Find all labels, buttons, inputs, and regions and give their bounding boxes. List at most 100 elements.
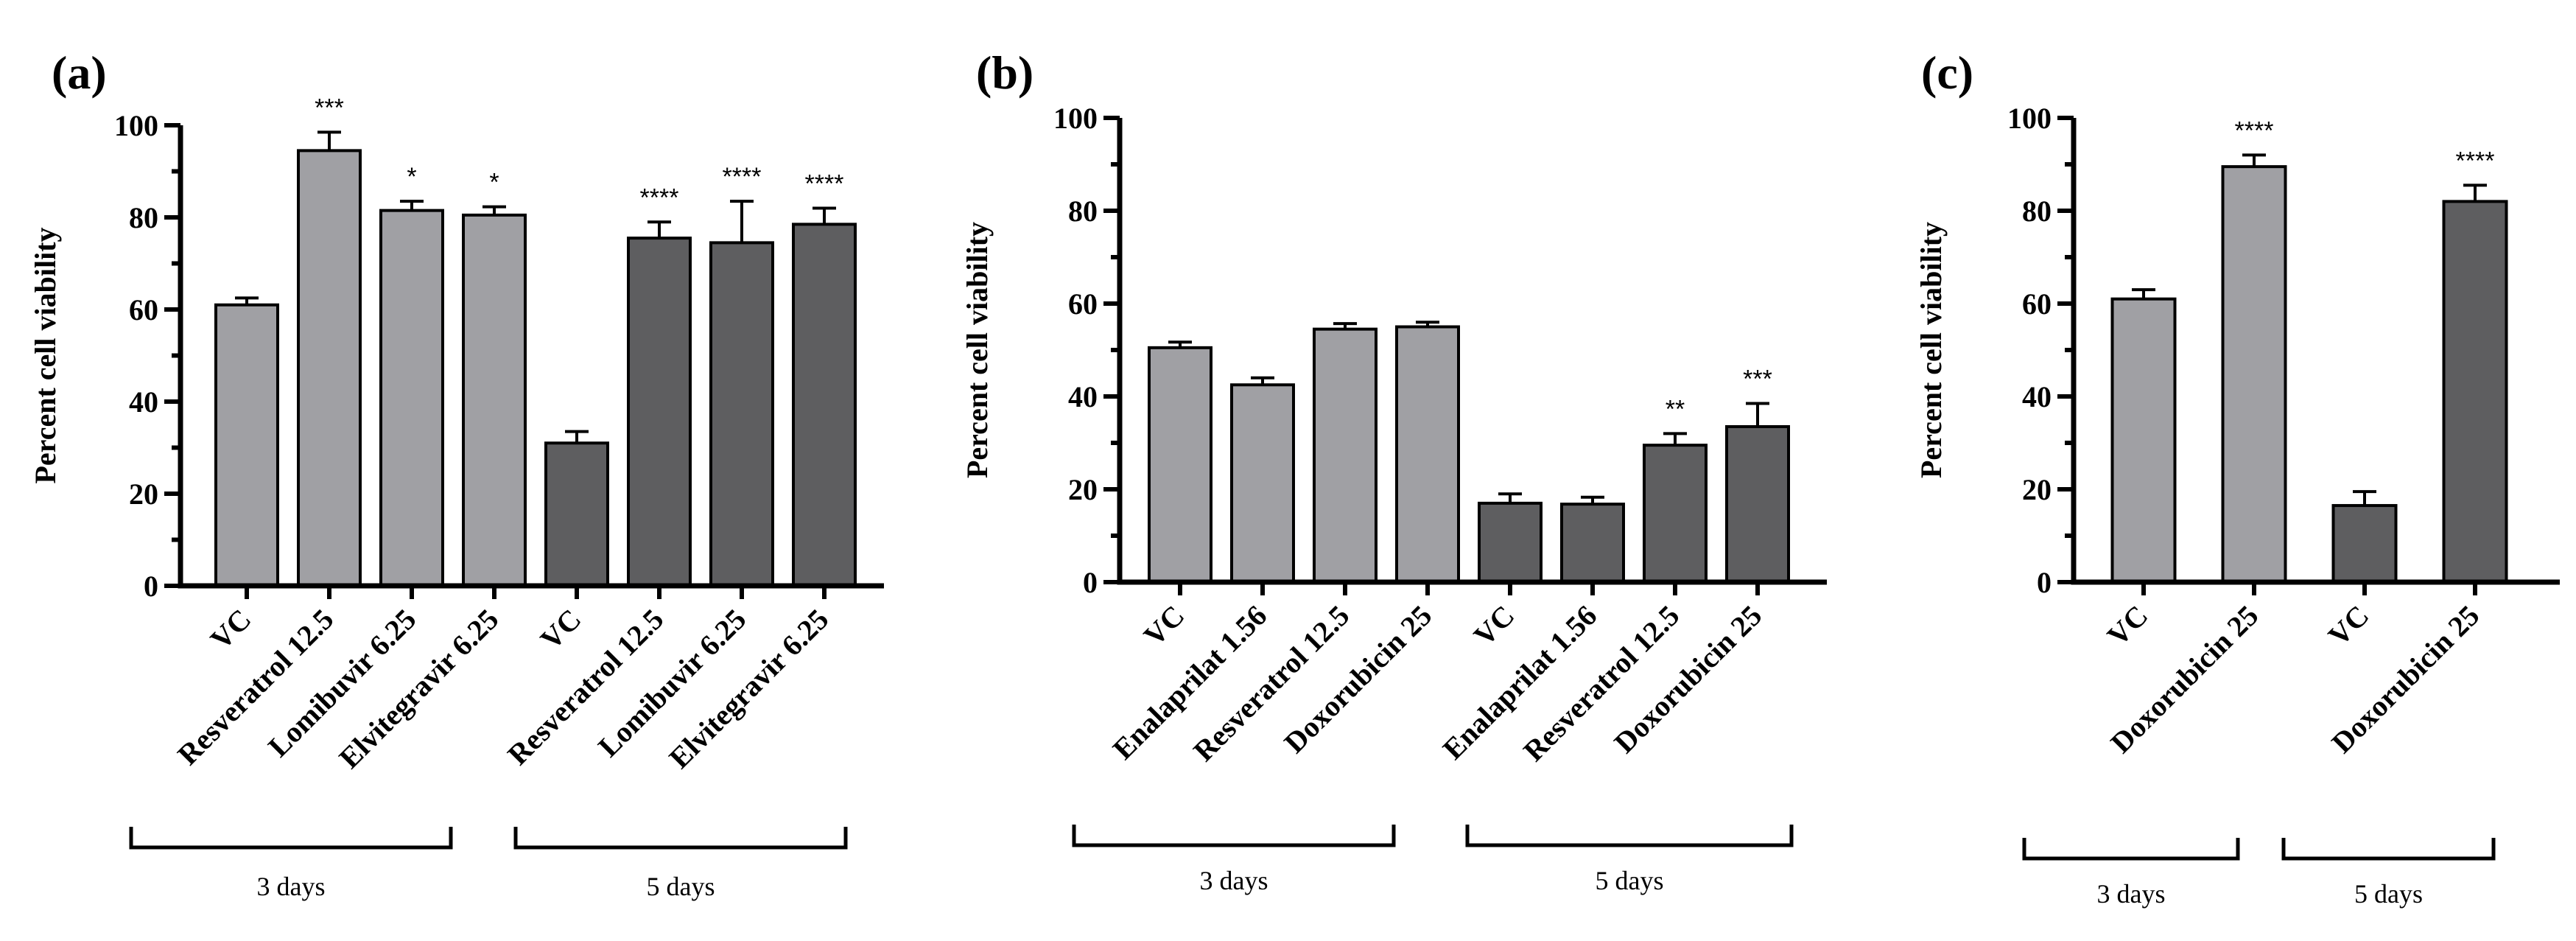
chart-panel-a: (a)Percent cell viabilityVC***Resveratro… bbox=[29, 46, 884, 901]
bar bbox=[1478, 501, 1543, 584]
bar bbox=[1148, 346, 1212, 584]
x-tick-label: VC bbox=[1467, 599, 1521, 653]
error-bar bbox=[1333, 322, 1357, 329]
y-tick-label: 0 bbox=[144, 570, 158, 603]
error-bar bbox=[1416, 321, 1439, 327]
error-bar bbox=[1581, 495, 1604, 505]
y-tick-label: 80 bbox=[2022, 195, 2052, 228]
axes bbox=[1117, 118, 1827, 585]
group-bracket bbox=[2022, 838, 2240, 861]
y-tick-label: 100 bbox=[114, 109, 158, 142]
y-tick-label: 100 bbox=[2007, 102, 2052, 135]
y-tick-label: 60 bbox=[129, 293, 158, 326]
group-bracket bbox=[513, 827, 848, 850]
bar bbox=[1560, 503, 1625, 584]
bar bbox=[1230, 383, 1295, 584]
bar bbox=[1395, 325, 1460, 584]
bar bbox=[462, 213, 527, 587]
significance-marker: **** bbox=[640, 183, 679, 211]
bar bbox=[792, 223, 857, 587]
y-tick-label: 80 bbox=[1068, 195, 1098, 228]
bar bbox=[2221, 165, 2287, 584]
error-bar bbox=[1746, 402, 1769, 427]
bar bbox=[544, 441, 609, 587]
axes bbox=[178, 125, 884, 589]
y-tick-label: 60 bbox=[2022, 287, 2052, 321]
bar bbox=[709, 241, 774, 587]
bar bbox=[1643, 444, 1708, 584]
significance-marker: **** bbox=[2235, 116, 2274, 144]
group-label: 5 days bbox=[647, 872, 715, 901]
error-bar bbox=[813, 206, 836, 225]
y-tick-label: 80 bbox=[129, 201, 158, 234]
group-label: 3 days bbox=[1200, 866, 1268, 895]
y-tick-label: 0 bbox=[1083, 566, 1098, 599]
y-tick-label: 60 bbox=[1068, 287, 1098, 321]
x-tick-label: VC bbox=[2322, 599, 2376, 653]
x-tick-label: Lomibuvir 6.25 bbox=[262, 603, 422, 763]
y-tick-label: 20 bbox=[1068, 473, 1098, 506]
significance-marker: *** bbox=[315, 94, 344, 122]
y-tick-label: 0 bbox=[2037, 566, 2052, 599]
group-label: 5 days bbox=[2354, 879, 2423, 909]
y-tick-label: 40 bbox=[1068, 380, 1098, 413]
error-bar bbox=[2242, 153, 2266, 167]
y-tick-label: 40 bbox=[2022, 380, 2052, 413]
error-bar bbox=[317, 130, 341, 151]
group-bracket bbox=[2281, 838, 2496, 861]
error-bar bbox=[1498, 492, 1522, 503]
significance-marker: * bbox=[489, 169, 499, 197]
x-tick-label: VC bbox=[534, 603, 588, 657]
group-bracket bbox=[129, 827, 453, 850]
group-label: 3 days bbox=[2097, 879, 2166, 909]
panel-label: (b) bbox=[976, 46, 1033, 99]
x-tick-label: VC bbox=[2101, 599, 2155, 653]
y-axis-label: Percent cell viability bbox=[1915, 222, 1948, 478]
bar bbox=[1313, 327, 1378, 584]
significance-marker: **** bbox=[805, 170, 844, 198]
error-bar bbox=[1168, 340, 1192, 348]
error-bar bbox=[647, 220, 671, 239]
significance-marker: ** bbox=[1666, 395, 1685, 423]
significance-marker: *** bbox=[1743, 365, 1772, 393]
error-bar bbox=[2463, 183, 2487, 202]
panel-label: (c) bbox=[1921, 46, 1973, 99]
y-tick-label: 20 bbox=[129, 478, 158, 511]
x-tick-label: Doxorubicin 25 bbox=[1607, 599, 1768, 760]
bar bbox=[2331, 504, 2398, 584]
bar bbox=[297, 149, 362, 587]
error-bar bbox=[2132, 288, 2155, 299]
error-bar bbox=[400, 200, 424, 211]
bar bbox=[627, 237, 692, 587]
group-bracket bbox=[1072, 825, 1396, 847]
y-axis-label: Percent cell viability bbox=[29, 227, 62, 483]
error-bar bbox=[565, 430, 589, 444]
y-tick-label: 100 bbox=[1053, 102, 1098, 135]
error-bar bbox=[730, 200, 754, 243]
bar bbox=[214, 303, 279, 587]
error-bar bbox=[1663, 432, 1687, 446]
significance-marker: **** bbox=[2456, 147, 2495, 175]
chart-panel-c: (c)Percent cell viabilityVC****Doxorubic… bbox=[1915, 46, 2560, 909]
y-tick-label: 40 bbox=[129, 385, 158, 419]
bar bbox=[379, 209, 444, 587]
y-axis-label: Percent cell viability bbox=[961, 222, 994, 478]
significance-marker: **** bbox=[723, 163, 762, 191]
group-label: 5 days bbox=[1596, 866, 1664, 895]
x-tick-label: VC bbox=[204, 603, 258, 657]
x-tick-label: VC bbox=[1137, 599, 1191, 653]
bar bbox=[2110, 297, 2177, 584]
error-bar bbox=[2353, 490, 2376, 506]
group-bracket bbox=[1465, 825, 1794, 847]
group-label: 3 days bbox=[257, 872, 326, 901]
y-tick-label: 20 bbox=[2022, 473, 2052, 506]
x-tick-label: Lomibuvir 6.25 bbox=[592, 603, 752, 763]
significance-marker: * bbox=[407, 163, 416, 191]
error-bar bbox=[235, 296, 259, 305]
panel-label: (a) bbox=[52, 46, 107, 99]
error-bar bbox=[1251, 376, 1274, 385]
x-tick-label: Doxorubicin 25 bbox=[1277, 599, 1438, 760]
bar bbox=[1725, 424, 1790, 584]
